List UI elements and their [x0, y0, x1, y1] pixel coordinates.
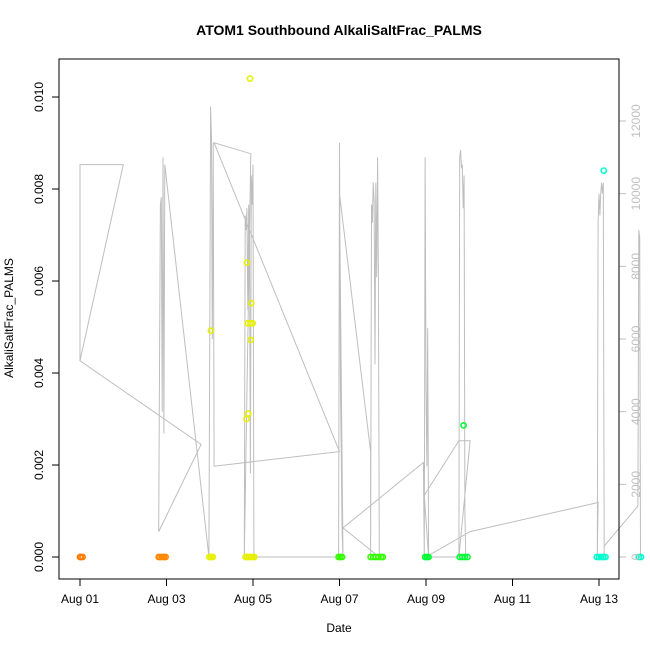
data-point [247, 299, 255, 307]
data-point [249, 319, 256, 327]
y-tick-label: 0.010 [32, 82, 46, 112]
data-point [79, 553, 86, 561]
plot-frame [58, 58, 620, 580]
y2-tick-label: 12000 [629, 104, 643, 138]
data-point [599, 553, 607, 561]
y-axis-label: AlkaliSaltFrac_PALMS [2, 258, 16, 378]
data-point [379, 553, 387, 561]
chart-title: ATOM1 Southbound AlkaliSaltFrac_PALMS [196, 22, 482, 38]
data-point [246, 319, 254, 327]
data-point [244, 410, 252, 417]
x-tick-label: Aug 11 [494, 592, 531, 606]
y-tick-label: 0.006 [32, 266, 46, 296]
x-tick-label: Aug 09 [407, 592, 445, 606]
data-point [595, 553, 603, 561]
data-point [250, 553, 258, 561]
data-point [162, 553, 169, 561]
data-point [464, 553, 471, 561]
x-axis-label: Date [326, 621, 352, 635]
y-tick-label: 0.002 [32, 450, 46, 480]
x-tick-label: Aug 13 [580, 592, 618, 606]
data-point [593, 553, 601, 561]
data-point [209, 553, 217, 561]
y2-tick-label: 0 [629, 553, 643, 560]
data-point [207, 327, 215, 335]
y-tick-label: 0.004 [32, 358, 46, 388]
data-point [461, 553, 469, 561]
x-tick-label: Aug 07 [320, 592, 358, 606]
data-point [425, 553, 432, 561]
data-point [460, 421, 467, 429]
data-point [246, 75, 254, 82]
data-point [600, 167, 608, 174]
data-point [637, 553, 645, 561]
x-tick-label: Aug 01 [61, 592, 99, 606]
y2-tick-label: 2000 [629, 471, 643, 498]
x-tick-label: Aug 05 [234, 592, 272, 606]
data-point [338, 553, 346, 561]
data-point [243, 259, 251, 266]
y2-tick-label: 8000 [629, 253, 643, 280]
points-layer [76, 75, 645, 561]
data-point [374, 553, 382, 561]
y-tick-label: 0.008 [32, 174, 46, 204]
y2-tick-label: 10000 [629, 177, 643, 211]
axes-layer: Aug 01 Aug 03 Aug 05 Aug 07 Aug 09 Aug 11 Aug … [32, 82, 643, 606]
y-tick-label: 0.000 [32, 542, 46, 572]
altitude-line [79, 106, 641, 559]
y2-tick-label: 6000 [629, 325, 643, 352]
data-point [635, 553, 643, 561]
x-tick-label: Aug 03 [147, 592, 185, 606]
data-point [602, 553, 609, 561]
y2-tick-label: 4000 [629, 398, 643, 425]
data-point [247, 336, 255, 344]
altitude-line-layer [79, 106, 641, 559]
